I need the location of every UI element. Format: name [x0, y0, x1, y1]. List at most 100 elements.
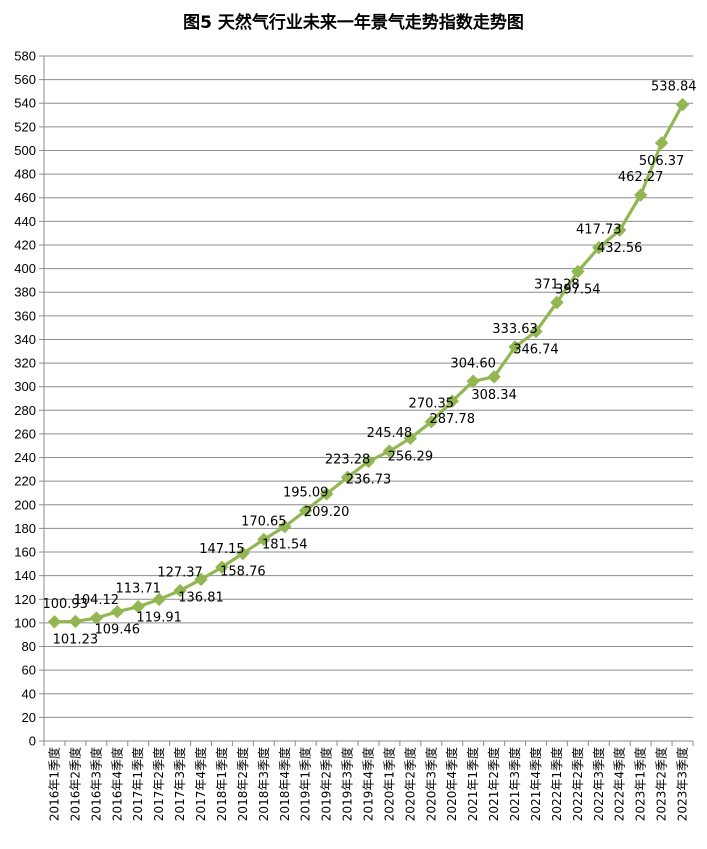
data-label: 170.65 — [241, 514, 287, 529]
data-label: 181.54 — [262, 538, 308, 553]
x-tick-label: 2018年1季度 — [214, 747, 229, 821]
y-tick-label: 400 — [14, 261, 36, 276]
data-point-marker — [319, 487, 334, 501]
gridlines — [44, 55, 693, 742]
data-point-marker — [89, 611, 104, 625]
y-tick-label: 220 — [14, 474, 36, 489]
data-point-marker — [613, 223, 627, 237]
data-label: 346.74 — [513, 342, 559, 357]
data-label: 195.09 — [283, 486, 329, 501]
data-label: 136.81 — [178, 590, 224, 605]
data-point-marker — [361, 454, 376, 469]
data-point-marker — [131, 599, 145, 614]
data-label: 223.28 — [325, 452, 371, 467]
data-point-marker — [403, 431, 418, 446]
y-tick-label: 160 — [14, 545, 36, 560]
data-label: 371.28 — [534, 278, 580, 293]
data-point-marker — [675, 97, 690, 112]
x-tick-label: 2018年3季度 — [256, 747, 271, 821]
y-tick-label: 40 — [22, 686, 36, 701]
x-tick-label: 2017年2季度 — [151, 747, 166, 821]
data-point-marker — [382, 444, 397, 458]
data-point-marker — [508, 340, 522, 354]
data-point-marker — [257, 532, 271, 547]
data-label: 256.29 — [388, 449, 434, 464]
data-label: 308.34 — [471, 388, 517, 403]
y-tick-label: 340 — [14, 332, 36, 347]
x-tick-label: 2019年1季度 — [298, 747, 313, 821]
data-point-marker — [152, 592, 166, 607]
x-tick-label: 2019年2季度 — [319, 747, 334, 821]
x-tick-label: 2017年4季度 — [193, 747, 208, 821]
data-label: 147.15 — [199, 542, 245, 557]
x-tick-label: 2023年3季度 — [675, 747, 690, 821]
x-tick-label: 2016年3季度 — [88, 747, 103, 821]
data-label: 104.12 — [74, 593, 120, 608]
data-point-marker — [529, 324, 543, 339]
x-tick-label: 2020年3季度 — [423, 747, 438, 821]
x-tick-label: 2019年3季度 — [340, 747, 355, 821]
y-tick-label: 20 — [22, 710, 36, 725]
x-tick-label: 2021年3季度 — [507, 747, 522, 821]
data-point-marker — [340, 470, 355, 485]
x-tick-label: 2016年1季度 — [46, 747, 61, 821]
x-tick-label: 2017年1季度 — [130, 747, 145, 821]
data-label: 287.78 — [429, 412, 475, 427]
data-point-marker — [424, 415, 439, 429]
data-label: 113.71 — [115, 582, 161, 597]
data-point-marker — [445, 394, 459, 408]
y-tick-label: 300 — [14, 379, 36, 394]
data-label: 100.93 — [42, 597, 88, 612]
x-tick-label: 2018年4季度 — [277, 747, 292, 821]
data-label: 432.56 — [597, 241, 643, 256]
y-tick-label: 260 — [14, 426, 36, 441]
y-axis-ticks: 0 20 40 60 80 100 120 140 160 180 200 220 240 260 280 3… — [14, 49, 36, 749]
data-label: 158.76 — [220, 564, 266, 579]
y-tick-label: 180 — [14, 521, 36, 536]
data-point-marker — [571, 264, 585, 279]
data-point-marker — [487, 370, 501, 384]
data-label: 109.46 — [95, 623, 141, 638]
y-tick-label: 580 — [14, 49, 36, 64]
data-label: 209.20 — [304, 505, 350, 520]
axes — [39, 55, 694, 746]
series — [47, 97, 690, 629]
data-label: 506.37 — [639, 154, 685, 169]
y-tick-label: 0 — [29, 734, 36, 749]
y-tick-label: 60 — [22, 663, 36, 678]
data-label: 304.60 — [450, 356, 496, 371]
y-tick-label: 120 — [14, 592, 36, 607]
y-tick-label: 480 — [14, 167, 36, 182]
y-tick-label: 420 — [14, 237, 36, 252]
data-point-marker — [654, 136, 669, 150]
x-tick-label: 2017年3季度 — [172, 747, 187, 821]
y-tick-label: 460 — [14, 190, 36, 205]
data-point-marker — [194, 572, 208, 587]
x-tick-label: 2019年4季度 — [361, 747, 376, 821]
data-point-marker — [298, 503, 313, 518]
data-label: 119.91 — [136, 610, 182, 625]
y-tick-label: 560 — [14, 72, 36, 87]
x-tick-label: 2018年2季度 — [235, 747, 250, 821]
x-tick-label: 2023年2季度 — [654, 747, 669, 821]
data-point-marker — [68, 614, 83, 629]
x-tick-label: 2021年2季度 — [486, 747, 501, 821]
y-tick-label: 440 — [14, 214, 36, 229]
y-tick-label: 280 — [14, 403, 36, 418]
x-tick-label: 2023年1季度 — [633, 747, 648, 821]
data-label: 270.35 — [409, 397, 455, 412]
x-tick-label: 2016年2季度 — [67, 747, 82, 821]
y-tick-label: 540 — [14, 96, 36, 111]
y-tick-label: 240 — [14, 450, 36, 465]
y-tick-label: 100 — [14, 615, 36, 630]
chart-title: 图5 天然气行业未来一年景气走势指数走势图 — [183, 13, 524, 33]
data-label: 538.84 — [651, 80, 697, 95]
y-tick-label: 360 — [14, 308, 36, 323]
data-point-marker — [633, 188, 648, 202]
data-label: 333.63 — [492, 322, 538, 337]
y-tick-label: 380 — [14, 285, 36, 300]
data-point-marker — [47, 615, 62, 629]
data-point-marker — [466, 374, 480, 388]
y-tick-label: 520 — [14, 119, 36, 134]
